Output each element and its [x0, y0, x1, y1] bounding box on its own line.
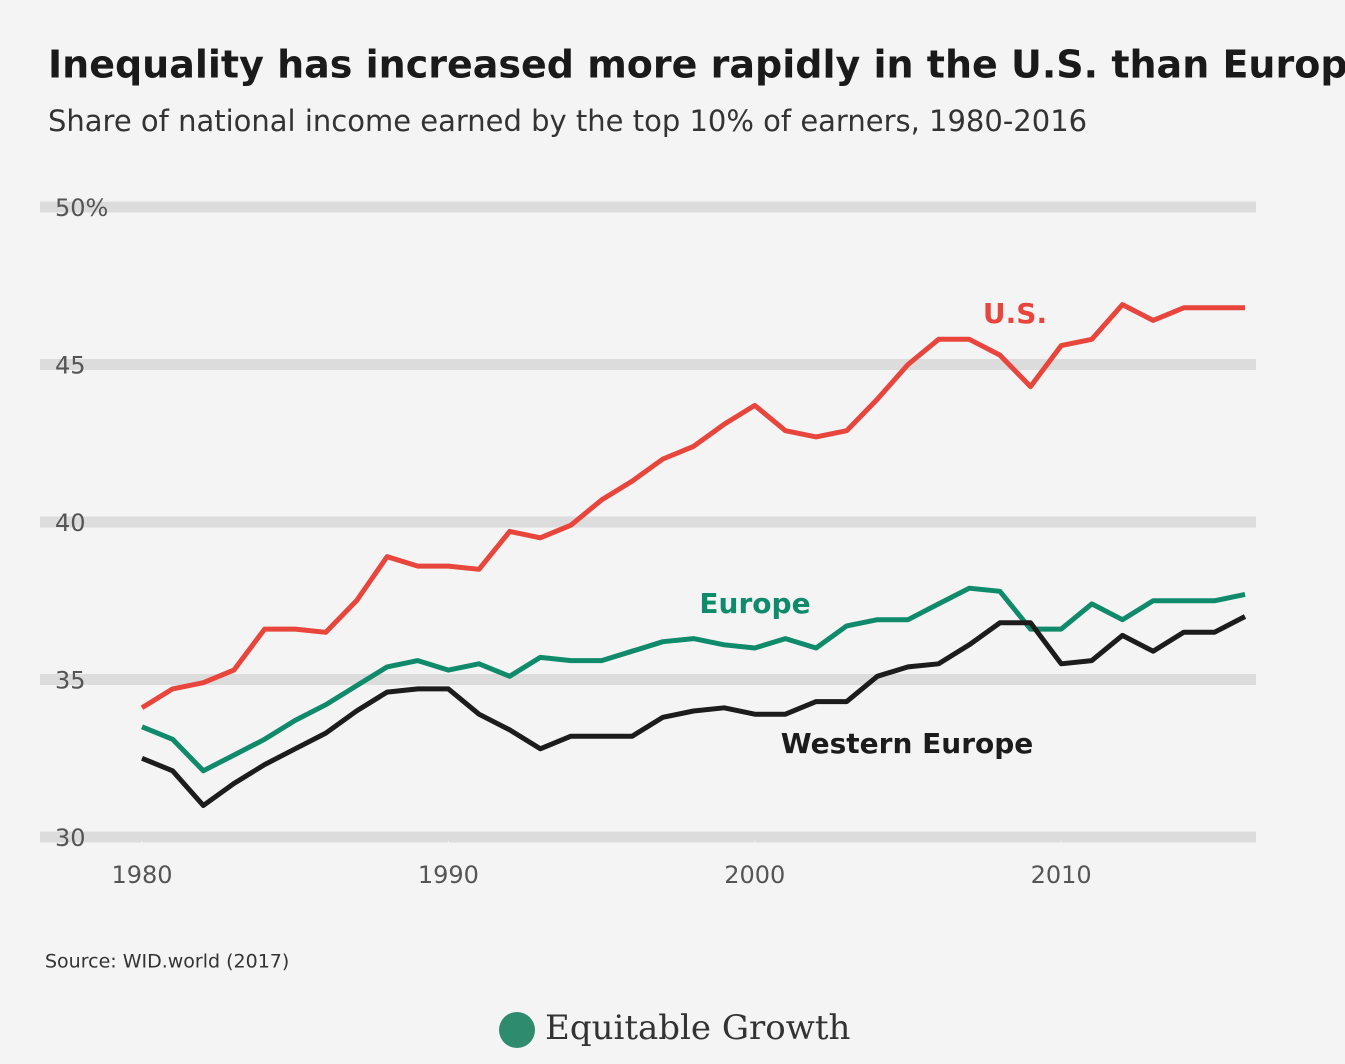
y-tick-label: 35	[55, 667, 86, 695]
y-tick-label: 50%	[55, 194, 108, 222]
y-tick-label: 40	[55, 509, 86, 537]
chart-subtitle: Share of national income earned by the t…	[48, 104, 1087, 138]
series-label: Western Europe	[781, 727, 1034, 760]
brand-logo	[499, 1012, 535, 1048]
x-tick-label: 2000	[724, 861, 785, 889]
x-tick-label: 1990	[418, 861, 479, 889]
series-line	[141, 614, 1247, 808]
x-tick-label: 1980	[111, 861, 172, 889]
brand: Equitable Growth	[545, 1008, 850, 1048]
series-label: U.S.	[983, 297, 1047, 330]
x-tick-label: 2010	[1031, 861, 1092, 889]
series-line	[140, 302, 1245, 710]
chart-title: Inequality has increased more rapidly in…	[48, 43, 1345, 87]
source: Source: WID.world (2017)	[45, 951, 289, 973]
y-tick-label: 30	[55, 824, 86, 852]
series-line	[141, 585, 1246, 774]
y-tick-label: 45	[55, 352, 86, 380]
series-label: Europe	[699, 587, 810, 620]
